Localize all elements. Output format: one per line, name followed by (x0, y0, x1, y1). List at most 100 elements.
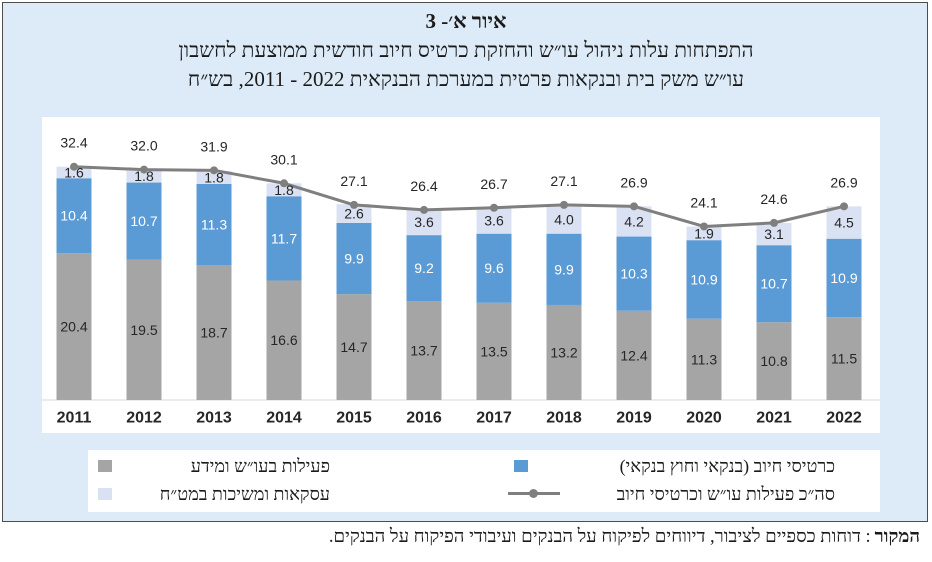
total-label-2022: 26.9 (830, 174, 857, 190)
bar-checking-activity-2018 (546, 304, 582, 400)
x-tick-label-2014: 2014 (266, 410, 302, 427)
label-fx-transactions-2020: 1.9 (694, 225, 714, 241)
label-checking-activity-2022: 11.5 (831, 351, 857, 367)
label-fx-transactions-2016: 3.6 (414, 214, 434, 230)
total-line (72, 165, 846, 228)
stacked-bar-chart: 2011 2012 2013 2014 2015 2016 2017 2018 2019 2020… (42, 135, 880, 427)
bar-debit-cards-2018 (546, 233, 582, 305)
legend-swatch-debit-cards (514, 460, 528, 472)
bar-checking-activity-2013 (196, 265, 232, 400)
bar-debit-cards-2017 (476, 233, 512, 303)
bar-fx-transactions-2011 (56, 166, 92, 179)
total-label-2017: 26.7 (480, 176, 507, 192)
legend-label-debit-cards: כרטיסי חיוב (בנקאי וחוץ בנקאי) (619, 456, 835, 476)
total-marker-2019 (630, 202, 638, 211)
bar-checking-activity-2016 (406, 301, 442, 400)
label-fx-transactions-2014: 1.8 (274, 182, 294, 198)
bar-checking-activity-2017 (476, 302, 512, 400)
total-label-2019: 26.9 (620, 174, 647, 190)
total-label-2011: 32.4 (60, 135, 87, 151)
total-marker-2013 (210, 166, 218, 175)
bar-debit-cards-2013 (196, 184, 232, 266)
bar-fx-transactions-2013 (196, 171, 232, 184)
total-marker-2014 (280, 179, 288, 188)
x-tick-label-2020: 2020 (686, 410, 722, 427)
x-tick-label-2012: 2012 (126, 410, 162, 427)
bar-checking-activity-2020 (686, 318, 722, 400)
label-checking-activity-2015: 14.7 (340, 339, 367, 355)
total-marker-2011 (70, 162, 78, 171)
total-line-series (70, 162, 848, 231)
legend-label-checking-activity: פעילות בעו״ש ומידע (190, 456, 330, 476)
label-checking-activity-2017: 13.5 (480, 343, 507, 359)
label-debit-cards-2017: 9.6 (484, 260, 504, 276)
label-debit-cards-2012: 10.7 (130, 213, 157, 229)
label-debit-cards-2022: 10.9 (830, 270, 857, 286)
bars (56, 166, 862, 400)
label-fx-transactions-2012: 1.8 (134, 168, 154, 184)
source-label: המקור (874, 527, 920, 547)
x-tick-label-2018: 2018 (546, 410, 582, 427)
figure-label: איור א׳- 3 (425, 9, 507, 33)
bar-checking-activity-2015 (336, 294, 372, 400)
bar-checking-activity-2012 (126, 259, 162, 400)
bar-debit-cards-2014 (266, 196, 302, 281)
legend-dot-total (529, 489, 538, 498)
bar-fx-transactions-2022 (826, 206, 862, 239)
total-label-2013: 31.9 (200, 138, 227, 154)
bar-fx-transactions-2018 (546, 204, 582, 234)
bar-fx-transactions-2020 (686, 226, 722, 241)
label-fx-transactions-2021: 3.1 (764, 226, 784, 242)
label-fx-transactions-2015: 2.6 (344, 206, 364, 222)
label-fx-transactions-2011: 1.6 (64, 164, 84, 180)
label-checking-activity-2020: 11.3 (691, 351, 717, 367)
label-fx-transactions-2017: 3.6 (484, 213, 504, 229)
label-checking-activity-2012: 19.5 (130, 322, 157, 338)
bar-fx-transactions-2012 (126, 169, 162, 183)
total-marker-2016 (420, 205, 428, 214)
label-fx-transactions-2022: 4.5 (834, 215, 854, 231)
x-tick-label-2019: 2019 (616, 410, 652, 427)
label-debit-cards-2019: 10.3 (620, 266, 647, 282)
label-fx-transactions-2013: 1.8 (204, 170, 224, 186)
bar-debit-cards-2012 (126, 182, 162, 260)
bar-fx-transactions-2017 (476, 207, 512, 234)
total-marker-2018 (560, 200, 568, 209)
x-tick-label-2021: 2021 (756, 410, 792, 427)
total-label-2015: 27.1 (340, 173, 367, 189)
total-marker-2020 (700, 222, 708, 231)
total-label-2018: 27.1 (550, 173, 577, 189)
label-checking-activity-2014: 16.6 (270, 332, 297, 348)
bar-checking-activity-2022 (826, 317, 862, 400)
bar-debit-cards-2011 (56, 178, 92, 254)
x-tick-label-2011: 2011 (57, 410, 92, 427)
bar-debit-cards-2016 (406, 235, 442, 302)
chart-title: איור א׳- 3 התפתחות עלות ניהול עו״ש והחזק… (0, 7, 932, 94)
total-label-2021: 24.6 (760, 191, 787, 207)
total-marker-2021 (770, 218, 778, 227)
legend-label-total: סה״כ פעילות עו״ש וכרטיסי חיוב (616, 484, 835, 504)
legend: פעילות בעו״ש ומידע כרטיסי חיוב (בנקאי וח… (88, 450, 880, 512)
total-label-2020: 24.1 (690, 194, 717, 210)
title-line-1: התפתחות עלות ניהול עו״ש והחזקת כרטיס חיו… (178, 38, 754, 62)
source-text: : דוחות כספיים לציבור, דיווחים לפיקוח על… (328, 527, 871, 547)
label-checking-activity-2011: 20.4 (60, 319, 87, 335)
label-debit-cards-2018: 9.9 (554, 261, 574, 277)
label-checking-activity-2016: 13.7 (410, 343, 437, 359)
total-marker-2017 (490, 203, 498, 212)
total-marker-2022 (840, 202, 848, 211)
legend-line-marker-total (508, 489, 560, 498)
x-tick-label-2022: 2022 (826, 410, 862, 427)
label-debit-cards-2011: 10.4 (60, 208, 87, 224)
bar-fx-transactions-2019 (616, 206, 652, 237)
label-debit-cards-2020: 10.9 (690, 271, 717, 287)
label-debit-cards-2013: 11.3 (201, 217, 227, 233)
bar-debit-cards-2021 (756, 245, 792, 323)
data-labels: 20.4 10.4 1.6 19.5 10.7 1.8 18.7 11.3 1.8 16.6 11.… (60, 135, 857, 369)
bar-checking-activity-2021 (756, 322, 792, 400)
total-marker-2015 (350, 200, 358, 209)
label-fx-transactions-2018: 4.0 (554, 211, 574, 227)
plot-area: 2011 2012 2013 2014 2015 2016 2017 2018 2019 2020… (42, 117, 880, 433)
x-axis: 2011 2012 2013 2014 2015 2016 2017 2018 2019 2020… (42, 399, 880, 427)
bar-debit-cards-2019 (616, 236, 652, 311)
